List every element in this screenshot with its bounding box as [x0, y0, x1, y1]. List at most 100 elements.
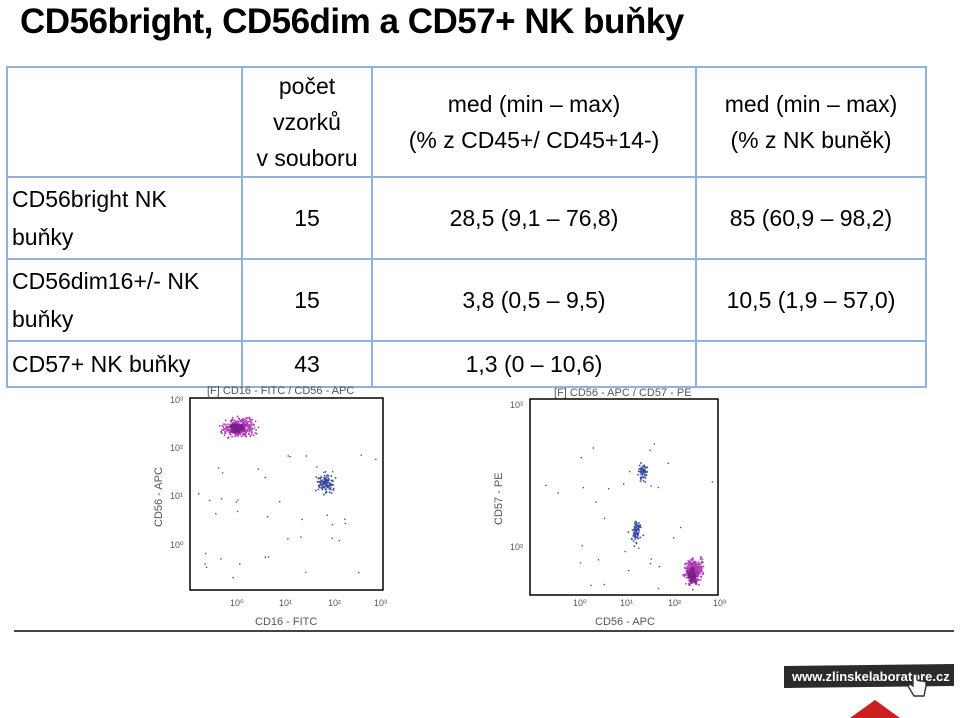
event-dot [245, 435, 248, 438]
event-dot [693, 571, 695, 573]
event-dot [236, 428, 238, 431]
event-dot [234, 432, 236, 435]
event-dot [635, 531, 638, 534]
event-dot [691, 575, 694, 577]
event-dot [235, 430, 237, 433]
event-dot [689, 577, 691, 579]
event-dot [232, 576, 234, 579]
event-dot [232, 422, 234, 424]
event-dot [223, 434, 226, 437]
event-dot [236, 430, 238, 432]
event-dot [696, 575, 699, 578]
event-dot [692, 573, 695, 575]
event-dot [692, 566, 694, 568]
event-dot [229, 424, 231, 427]
pct-cd45-cell: 1,3 (0 – 10,6) [371, 340, 697, 388]
event-dot [248, 420, 251, 423]
event-dot [686, 565, 688, 568]
event-dot [319, 486, 321, 489]
event-dot [689, 576, 692, 579]
event-dot [238, 426, 241, 428]
event-dot [236, 422, 238, 425]
event-dot [695, 563, 697, 566]
event-dot [237, 417, 240, 419]
header-pct-cd45-line1: med (min – max) [447, 91, 621, 117]
event-dot [325, 476, 328, 478]
event-dot [233, 429, 235, 432]
event-dot [683, 575, 685, 578]
event-dot [691, 578, 693, 581]
event-dot [691, 577, 693, 579]
event-dot [229, 423, 232, 426]
event-dot [608, 488, 610, 490]
event-dot [696, 566, 698, 569]
event-dot [250, 425, 252, 427]
event-dot [698, 569, 700, 571]
event-dot [642, 465, 645, 467]
event-dot [217, 467, 220, 469]
event-dot [230, 429, 233, 431]
event-dot [689, 580, 692, 582]
event-dot [693, 580, 696, 582]
event-dot [234, 423, 237, 426]
event-dot [240, 428, 242, 430]
pct-cd45-cell: 28,5 (9,1 – 76,8) [371, 176, 697, 260]
event-dot [688, 577, 690, 579]
event-dot [693, 569, 696, 571]
event-dot [637, 528, 639, 531]
event-dot [581, 545, 583, 547]
event-dot [332, 470, 334, 473]
event-dot [242, 429, 245, 432]
event-dot [238, 418, 241, 421]
event-dot [360, 454, 362, 456]
event-dot [639, 526, 642, 529]
event-dot [236, 424, 239, 426]
event-dot [691, 570, 694, 572]
event-dot [691, 580, 693, 583]
event-dot [227, 430, 229, 432]
event-dot [331, 483, 333, 486]
event-dot [694, 573, 696, 575]
event-dot [689, 560, 692, 562]
event-dot [645, 466, 647, 469]
event-dot [320, 482, 322, 484]
y-tick-label: 10³ [510, 400, 523, 410]
event-dot [246, 424, 248, 426]
event-dot [694, 576, 697, 578]
event-dot [238, 428, 241, 431]
event-dot [694, 560, 696, 563]
event-dot [695, 583, 698, 585]
event-dot [222, 426, 225, 428]
event-dot [323, 486, 326, 489]
event-dot [641, 467, 644, 470]
event-dot [687, 570, 689, 573]
event-dot [237, 430, 240, 432]
event-dot [689, 572, 692, 574]
event-dot [230, 429, 233, 432]
event-dot [318, 484, 320, 486]
event-dot [695, 567, 697, 570]
event-dot [301, 518, 303, 521]
event-dot [226, 427, 229, 429]
event-dot [692, 570, 695, 573]
event-dot [693, 573, 696, 576]
event-dot [691, 568, 693, 571]
event-dot [236, 429, 238, 432]
event-dot [694, 569, 697, 571]
event-dot [692, 589, 694, 591]
event-dot [637, 529, 639, 531]
event-dot [691, 562, 694, 564]
event-dot [242, 433, 245, 436]
event-dot [251, 431, 253, 434]
event-dot [241, 430, 243, 433]
event-dot [246, 425, 248, 428]
site-logo[interactable]: www.zlinskelaboratore.cz [784, 664, 954, 688]
event-dot [691, 570, 693, 573]
event-dot [687, 576, 690, 578]
event-dot [324, 478, 327, 480]
event-dot [695, 583, 698, 585]
event-dot [635, 526, 638, 529]
event-dot [237, 425, 239, 428]
event-dot [694, 575, 697, 577]
event-dot [248, 429, 251, 431]
